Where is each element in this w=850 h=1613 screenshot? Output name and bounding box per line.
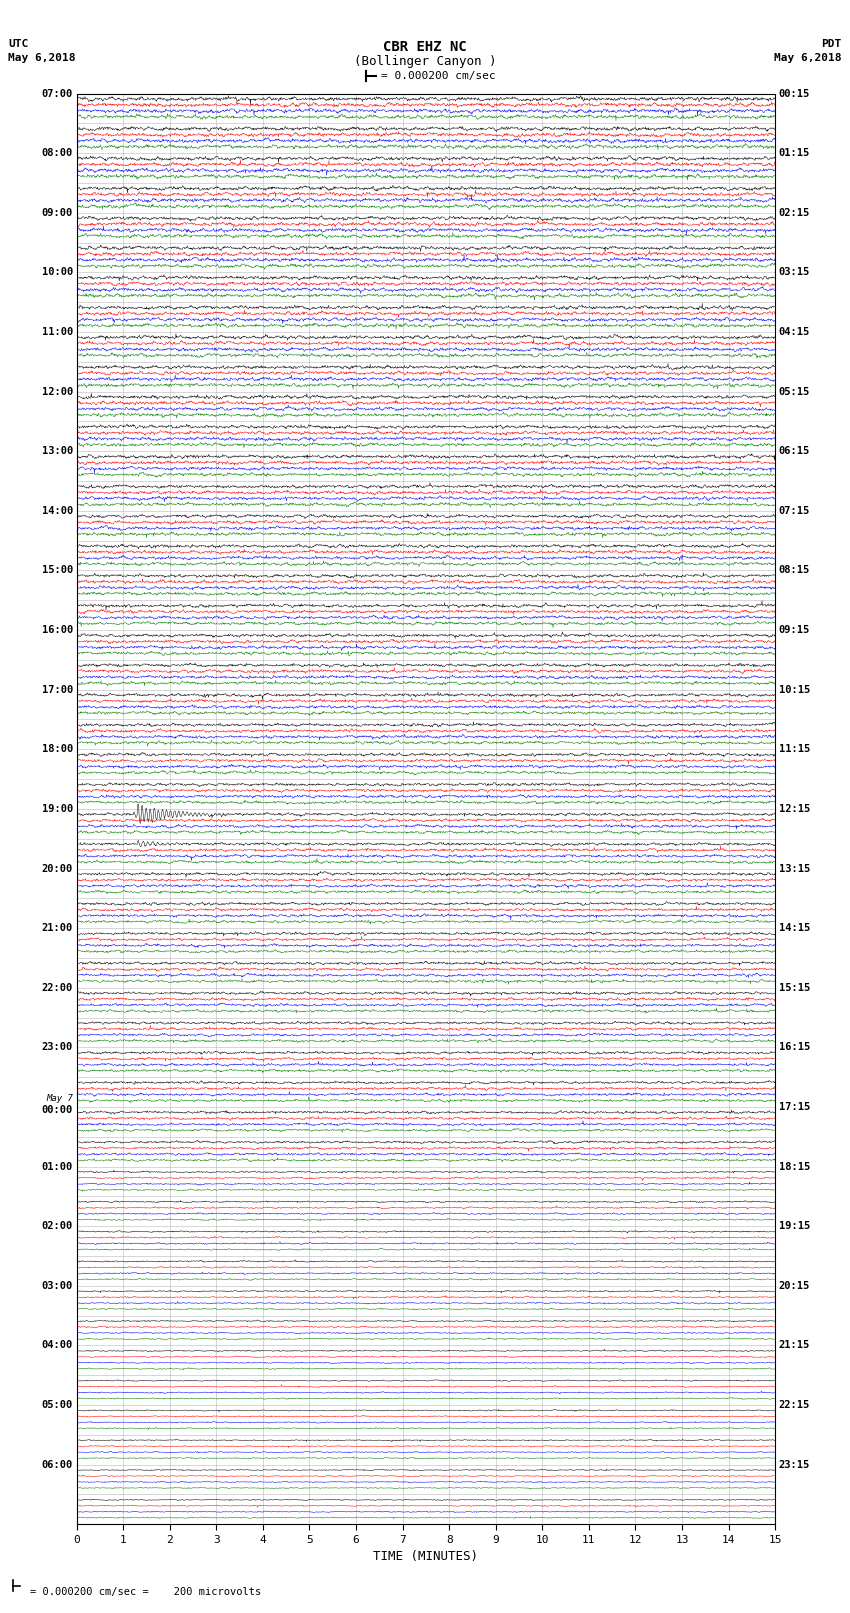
Text: 21:00: 21:00 bbox=[42, 923, 73, 934]
Text: 19:00: 19:00 bbox=[42, 803, 73, 815]
Text: 18:00: 18:00 bbox=[42, 744, 73, 755]
Text: = 0.000200 cm/sec: = 0.000200 cm/sec bbox=[354, 71, 496, 81]
Text: 05:15: 05:15 bbox=[779, 387, 810, 397]
Text: 19:15: 19:15 bbox=[779, 1221, 810, 1231]
Text: May 6,2018: May 6,2018 bbox=[8, 53, 76, 63]
Text: 18:15: 18:15 bbox=[779, 1161, 810, 1171]
Text: 15:00: 15:00 bbox=[42, 566, 73, 576]
Text: 03:15: 03:15 bbox=[779, 268, 810, 277]
Text: 23:00: 23:00 bbox=[42, 1042, 73, 1052]
Text: 12:00: 12:00 bbox=[42, 387, 73, 397]
Text: 09:00: 09:00 bbox=[42, 208, 73, 218]
Text: 13:00: 13:00 bbox=[42, 447, 73, 456]
X-axis label: TIME (MINUTES): TIME (MINUTES) bbox=[373, 1550, 479, 1563]
Text: 11:15: 11:15 bbox=[779, 744, 810, 755]
Text: 04:00: 04:00 bbox=[42, 1340, 73, 1350]
Text: May 6,2018: May 6,2018 bbox=[774, 53, 842, 63]
Text: 20:15: 20:15 bbox=[779, 1281, 810, 1290]
Text: 14:15: 14:15 bbox=[779, 923, 810, 934]
Text: 00:00: 00:00 bbox=[42, 1105, 73, 1115]
Text: 14:00: 14:00 bbox=[42, 506, 73, 516]
Text: 09:15: 09:15 bbox=[779, 626, 810, 636]
Text: 10:00: 10:00 bbox=[42, 268, 73, 277]
Text: = 0.000200 cm/sec =    200 microvolts: = 0.000200 cm/sec = 200 microvolts bbox=[30, 1587, 261, 1597]
Text: 10:15: 10:15 bbox=[779, 684, 810, 695]
Text: PDT: PDT bbox=[821, 39, 842, 48]
Text: (Bollinger Canyon ): (Bollinger Canyon ) bbox=[354, 55, 496, 68]
Text: 06:00: 06:00 bbox=[42, 1460, 73, 1469]
Text: 22:00: 22:00 bbox=[42, 982, 73, 992]
Text: 01:15: 01:15 bbox=[779, 148, 810, 158]
Text: 20:00: 20:00 bbox=[42, 863, 73, 874]
Text: 04:15: 04:15 bbox=[779, 327, 810, 337]
Text: 15:15: 15:15 bbox=[779, 982, 810, 992]
Text: 06:15: 06:15 bbox=[779, 447, 810, 456]
Text: 17:15: 17:15 bbox=[779, 1102, 810, 1111]
Text: 07:15: 07:15 bbox=[779, 506, 810, 516]
Text: CBR EHZ NC: CBR EHZ NC bbox=[383, 40, 467, 55]
Text: 00:15: 00:15 bbox=[779, 89, 810, 98]
Text: May 7: May 7 bbox=[46, 1095, 73, 1103]
Text: 13:15: 13:15 bbox=[779, 863, 810, 874]
Text: 12:15: 12:15 bbox=[779, 803, 810, 815]
Text: 16:15: 16:15 bbox=[779, 1042, 810, 1052]
Text: 23:15: 23:15 bbox=[779, 1460, 810, 1469]
Text: 08:15: 08:15 bbox=[779, 566, 810, 576]
Text: 16:00: 16:00 bbox=[42, 626, 73, 636]
Text: 03:00: 03:00 bbox=[42, 1281, 73, 1290]
Text: 07:00: 07:00 bbox=[42, 89, 73, 98]
Text: 05:00: 05:00 bbox=[42, 1400, 73, 1410]
Text: 22:15: 22:15 bbox=[779, 1400, 810, 1410]
Text: 02:00: 02:00 bbox=[42, 1221, 73, 1231]
Text: 01:00: 01:00 bbox=[42, 1161, 73, 1171]
Text: 02:15: 02:15 bbox=[779, 208, 810, 218]
Text: 17:00: 17:00 bbox=[42, 684, 73, 695]
Text: UTC: UTC bbox=[8, 39, 29, 48]
Text: 11:00: 11:00 bbox=[42, 327, 73, 337]
Text: 21:15: 21:15 bbox=[779, 1340, 810, 1350]
Text: 08:00: 08:00 bbox=[42, 148, 73, 158]
